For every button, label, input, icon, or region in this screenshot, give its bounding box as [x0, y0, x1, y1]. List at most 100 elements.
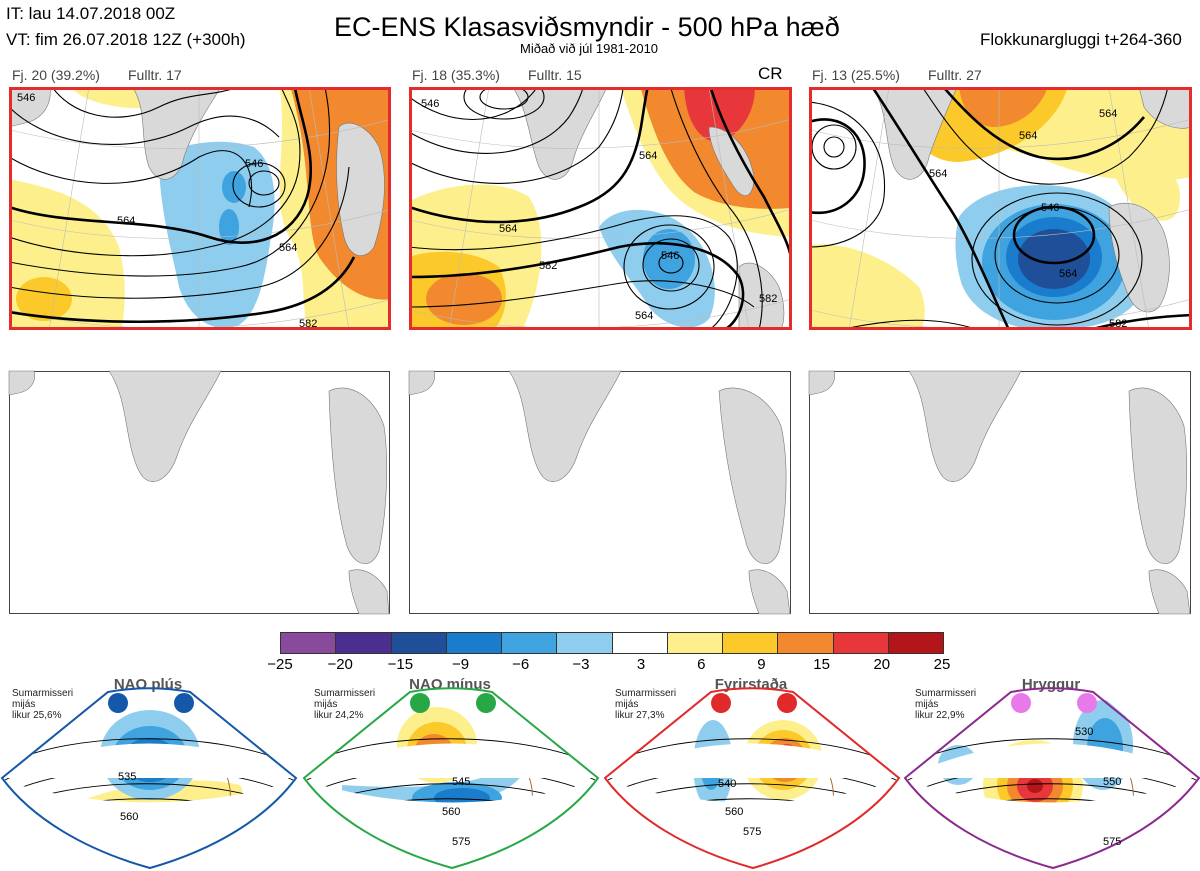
- empty-map-2: [408, 370, 791, 615]
- colorbar-tick-label: −25: [267, 656, 293, 673]
- colorbar-ticks: −25 −20 −15 −9 −6 −3 3 6 9 15 20 25: [267, 654, 950, 673]
- regime-map: 545 560 575: [302, 687, 600, 870]
- colorbar-swatch: [666, 633, 722, 653]
- regime-frame: [603, 687, 901, 870]
- regime-note: likur 25,6%: [12, 710, 62, 721]
- regime-frame: [903, 687, 1200, 870]
- cluster-map-1: 546 546 564 564 582: [9, 87, 391, 330]
- regime-note: likur 27,3%: [615, 710, 665, 721]
- regime-contour-label: 575: [743, 826, 761, 838]
- contour-label: 564: [1099, 108, 1117, 120]
- regime-contour-label: 540: [718, 778, 736, 790]
- empty-map-3: [808, 370, 1191, 615]
- colorbar-swatch: [445, 633, 501, 653]
- colorbar-tick-label: 3: [636, 656, 646, 673]
- highlight-frame: [409, 87, 792, 330]
- regime-contour-label: 560: [442, 806, 460, 818]
- panel-3-count: Fj. 13 (25.5%): [812, 67, 900, 83]
- cluster-map-3: 564 546 564 564 564 582: [809, 87, 1192, 330]
- colorbar-tick-label: 15: [813, 656, 830, 673]
- regime-note: mijás: [12, 699, 36, 710]
- regime-frame: [302, 687, 600, 870]
- panel-2-count: Fj. 18 (35.3%): [412, 67, 500, 83]
- colorbar-tick-label: −20: [327, 656, 353, 673]
- colorbar-tick-label: −9: [451, 656, 470, 673]
- contour-label: 546: [245, 158, 263, 170]
- regime-marker-dot: [174, 693, 194, 713]
- regime-contour-label: 550: [1103, 776, 1121, 788]
- regime-marker-dot: [108, 693, 128, 713]
- page-subtitle: Miðað við júl 1981-2010: [520, 41, 659, 56]
- contour-label: 582: [759, 293, 777, 305]
- colorbar-swatch: [832, 633, 888, 653]
- regime-contour-label: 530: [1075, 726, 1093, 738]
- regime-marker-dot: [1011, 693, 1031, 713]
- regime-contour-label: 575: [452, 836, 470, 848]
- regime-marker-dot: [410, 693, 430, 713]
- contour-label: 564: [639, 150, 657, 162]
- regime-marker-dot: [777, 693, 797, 713]
- colorbar-swatch: [611, 633, 667, 653]
- regime-note: Sumarmisseri: [314, 688, 376, 699]
- panel-3-rep: Fulltr. 27: [928, 67, 982, 83]
- colorbar-swatch: [335, 633, 391, 653]
- contour-label: 564: [929, 168, 947, 180]
- colorbar-tick-label: 9: [757, 656, 766, 673]
- colorbar-swatch: [777, 633, 833, 653]
- contour-label: 564: [499, 223, 517, 235]
- panel-2-cr-badge: CR: [758, 64, 783, 83]
- colorbar-tick-label: −15: [387, 656, 414, 673]
- colorbar-tick-label: −6: [512, 656, 530, 673]
- colorbar-tick-label: −3: [572, 656, 590, 673]
- regime-note: mijás: [314, 699, 338, 710]
- colorbar-tick-label: 20: [873, 656, 891, 673]
- regime-note: mijás: [915, 699, 939, 710]
- valid-time-label: VT: fim 26.07.2018 12Z (+300h): [6, 30, 246, 49]
- regime-marker-dot: [476, 693, 496, 713]
- contour-label: 582: [539, 260, 557, 272]
- highlight-frame: [9, 87, 391, 330]
- regime-contour-label: 560: [120, 811, 138, 823]
- initial-time-label: IT: lau 14.07.2018 00Z: [6, 4, 176, 23]
- regime-note: mijás: [615, 699, 639, 710]
- contour-label: 564: [635, 310, 653, 322]
- regime-contour-label: 545: [452, 776, 470, 788]
- empty-map-1: [8, 370, 390, 615]
- contour-label: 564: [279, 242, 297, 254]
- page-title: EC-ENS Klasasviðsmyndir - 500 hPa hæð: [334, 12, 840, 42]
- colorbar: [280, 632, 944, 654]
- regime-marker-dot: [711, 693, 731, 713]
- contour-label: 546: [1041, 202, 1059, 214]
- regime-note: Sumarmisseri: [12, 688, 74, 699]
- regime-note: Sumarmisseri: [915, 688, 977, 699]
- regime-map: 530 550 575: [903, 687, 1200, 870]
- window-label: Flokkunargluggi t+264-360: [980, 30, 1182, 49]
- panel-1-rep: Fulltr. 17: [128, 67, 182, 83]
- regime-contour-label: 535: [118, 771, 136, 783]
- colorbar-swatch: [887, 633, 943, 653]
- contour-label: 564: [1019, 130, 1037, 142]
- regime-note: likur 22,9%: [915, 710, 965, 721]
- panel-2-rep: Fulltr. 15: [528, 67, 582, 83]
- colorbar-swatch: [281, 633, 336, 653]
- contour-label: 546: [17, 92, 35, 104]
- colorbar-swatch: [390, 633, 446, 653]
- regime-marker-dot: [1077, 693, 1097, 713]
- regime-note: Sumarmisseri: [615, 688, 677, 699]
- colorbar-swatch: [556, 633, 612, 653]
- colorbar-tick-label: 25: [933, 656, 951, 673]
- colorbar-swatch: [722, 633, 778, 653]
- regime-frame: [0, 687, 298, 870]
- contour-label: 564: [1059, 268, 1077, 280]
- panel-1-count: Fj. 20 (39.2%): [12, 67, 100, 83]
- colorbar-tick-label: 6: [697, 656, 706, 673]
- cluster-map-2: 546 564 564 582 546 564 582: [409, 87, 792, 330]
- regime-contour-label: 560: [725, 806, 743, 818]
- regime-note: likur 24,2%: [314, 710, 364, 721]
- contour-label: 546: [421, 98, 439, 110]
- contour-label: 564: [117, 215, 135, 227]
- regime-contour-label: 575: [1103, 836, 1121, 848]
- highlight-frame: [809, 87, 1192, 330]
- colorbar-swatch: [501, 633, 557, 653]
